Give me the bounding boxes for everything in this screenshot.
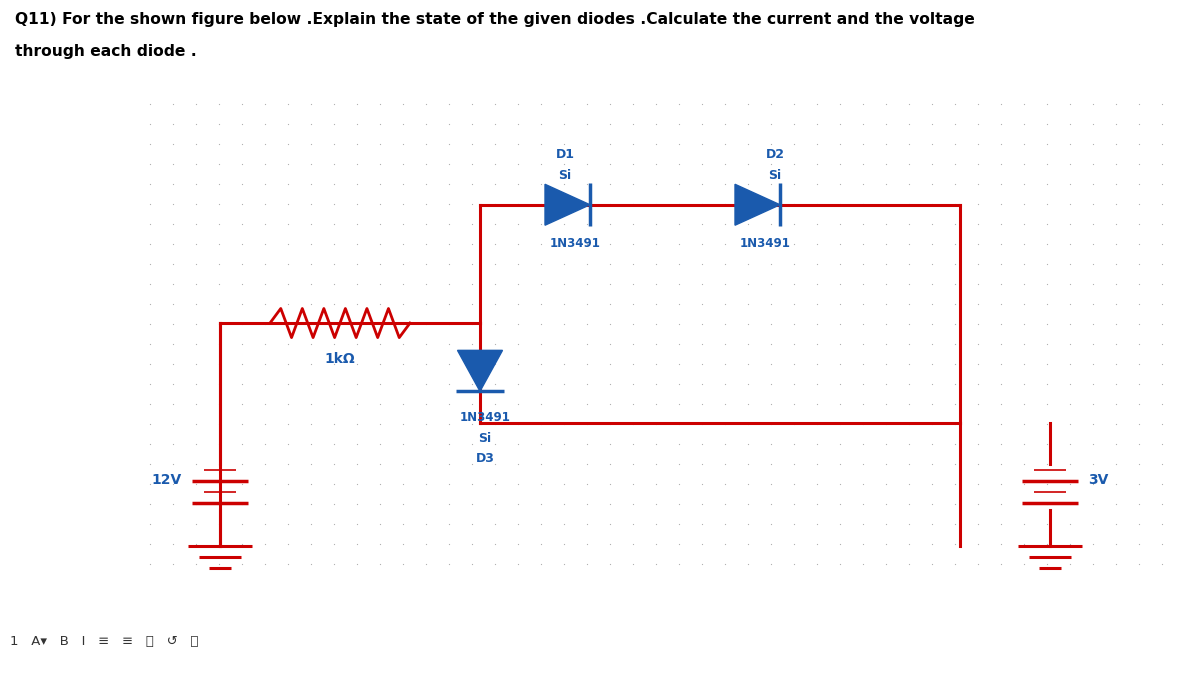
Text: Si: Si xyxy=(768,169,781,182)
Polygon shape xyxy=(457,350,503,391)
Text: Si: Si xyxy=(558,169,571,182)
Text: 1N3491: 1N3491 xyxy=(739,237,791,250)
Polygon shape xyxy=(545,184,590,225)
Text: through each diode .: through each diode . xyxy=(14,44,197,59)
Text: 1   A▾   B   I   ≡   ≡   ✀   ↺   🖼: 1 A▾ B I ≡ ≡ ✀ ↺ 🖼 xyxy=(10,635,198,648)
Text: Si: Si xyxy=(479,432,492,446)
Text: 1N3491: 1N3491 xyxy=(550,237,600,250)
Text: 1kΩ: 1kΩ xyxy=(325,352,355,366)
Text: D2: D2 xyxy=(766,148,785,161)
Text: Q11) For the shown figure below .Explain the state of the given diodes .Calculat: Q11) For the shown figure below .Explain… xyxy=(14,12,974,27)
Polygon shape xyxy=(734,184,780,225)
Text: 3V: 3V xyxy=(1088,472,1109,487)
Text: 12V: 12V xyxy=(151,472,182,487)
Text: D3: D3 xyxy=(475,452,494,465)
Text: 1N3491: 1N3491 xyxy=(460,411,510,425)
Text: D1: D1 xyxy=(556,148,575,161)
